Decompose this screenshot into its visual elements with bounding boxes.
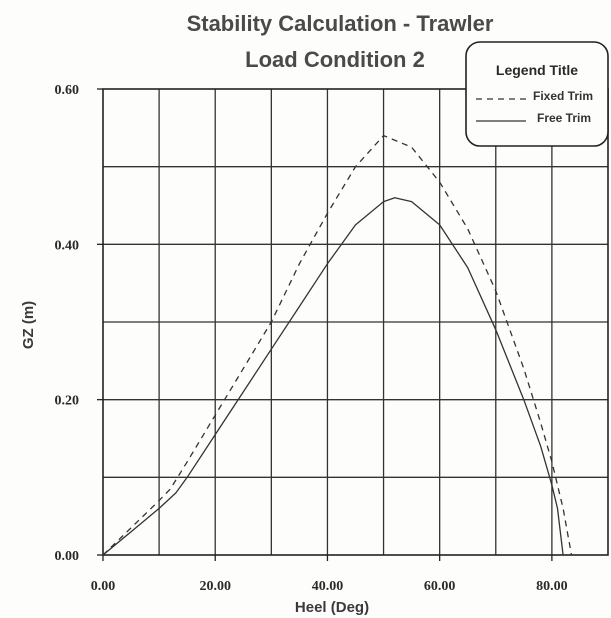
x-tick-label: 20.00 [199,579,231,594]
series-lines [102,134,573,556]
chart-title: Stability Calculation - Trawler [187,11,494,36]
x-tick-label: 0.00 [91,579,116,594]
y-tick-label: 0.40 [55,238,80,253]
x-tick-label: 40.00 [312,579,344,594]
y-tick-label: 0.60 [55,83,80,98]
x-tick-label: 60.00 [424,579,456,594]
legend-fixed-trim-label: Fixed Trim [533,89,593,103]
grid [102,88,609,556]
legend-title: Legend Title [496,62,578,78]
legend-free-trim-label: Free Trim [537,111,591,125]
legend: Legend Title Fixed Trim Free Trim [465,41,609,147]
x-axis-label: Heel (Deg) [295,599,369,616]
fixed-trim-line [102,134,573,556]
legend-box [465,41,609,147]
y-tick-label: 0.20 [55,394,80,409]
free-trim-line [102,197,564,556]
y-tick-label: 0.00 [55,549,80,564]
plot-frame [102,88,609,556]
x-tick-label: 80.00 [536,579,568,594]
y-axis-label: GZ (m) [20,301,37,349]
chart-subtitle: Load Condition 2 [245,47,425,72]
tick-labels: 0.00 20.00 40.00 60.00 80.00 0.00 0.20 0.40 0.60 [55,83,568,594]
